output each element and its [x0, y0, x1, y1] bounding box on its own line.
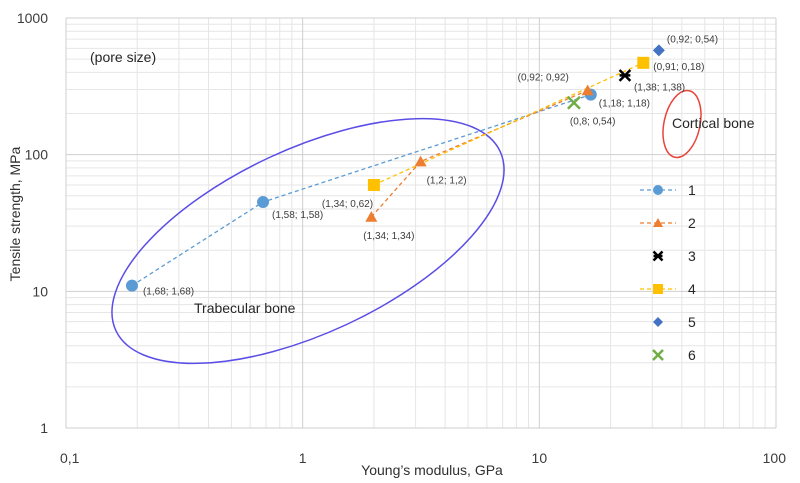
legend-label-6: 6	[688, 347, 696, 363]
series-4-point	[637, 56, 650, 69]
y-tick-label: 100	[25, 147, 49, 163]
x-tick-label: 1	[299, 450, 307, 466]
legend-marker-2	[653, 218, 663, 227]
x-tick-label: 100	[763, 450, 787, 466]
x-tick-label: 0,1	[60, 450, 80, 466]
data-label: (1,38; 1,38)	[634, 82, 685, 93]
x-axis-title: Young’s modulus, GPa	[361, 462, 503, 478]
y-axis-title: Tensile strength, MPa	[7, 146, 23, 281]
pore-size-annotation: (pore size)	[90, 49, 156, 65]
trabecular-bone-label: Trabecular bone	[194, 300, 296, 316]
data-label: (1,18; 1,18)	[599, 99, 650, 110]
y-tick-label: 1000	[17, 10, 48, 26]
series-2-point	[414, 155, 427, 167]
data-label: (0,8; 0,54)	[570, 117, 616, 128]
data-label: (0,92; 0,92)	[518, 72, 569, 83]
series-2-point	[365, 210, 378, 222]
series-3-point	[618, 69, 632, 82]
legend-marker-1	[653, 185, 663, 195]
x-tick-label: 10	[532, 450, 548, 466]
data-label: (1,68; 1,68)	[143, 287, 194, 298]
legend-marker-6	[652, 349, 664, 361]
series-5-point	[652, 44, 665, 57]
legend-marker-4	[653, 284, 663, 294]
legend-marker-5	[653, 317, 663, 327]
series-2-point	[581, 84, 594, 96]
series-4-point	[367, 178, 380, 191]
y-tick-label: 1	[40, 420, 48, 436]
legend-label-3: 3	[688, 248, 696, 264]
legend-label-5: 5	[688, 314, 696, 330]
legend-label-2: 2	[688, 215, 696, 231]
cortical-bone-ellipse	[662, 89, 702, 159]
cortical-bone-label: Cortical bone	[672, 115, 755, 131]
y-tick-label: 10	[32, 283, 48, 299]
series-2-line	[370, 89, 588, 218]
series-1-point	[125, 279, 138, 292]
series-1-line	[131, 94, 592, 287]
data-label: (0,92; 0,54)	[667, 34, 718, 45]
data-label: (0,91; 0,18)	[653, 62, 704, 73]
legend-label-4: 4	[688, 281, 696, 297]
data-label: (1,34; 1,34)	[363, 231, 414, 242]
legend-label-1: 1	[688, 182, 696, 198]
data-label: (1,2; 1,2)	[427, 176, 467, 187]
trabecular-bone-ellipse	[111, 117, 505, 365]
series-1-point	[257, 196, 270, 209]
legend-marker-3	[652, 250, 664, 262]
series-6-point	[567, 95, 581, 110]
data-label: (1,34; 0,62)	[322, 199, 373, 210]
data-label: (1,58; 1,58)	[272, 210, 323, 221]
